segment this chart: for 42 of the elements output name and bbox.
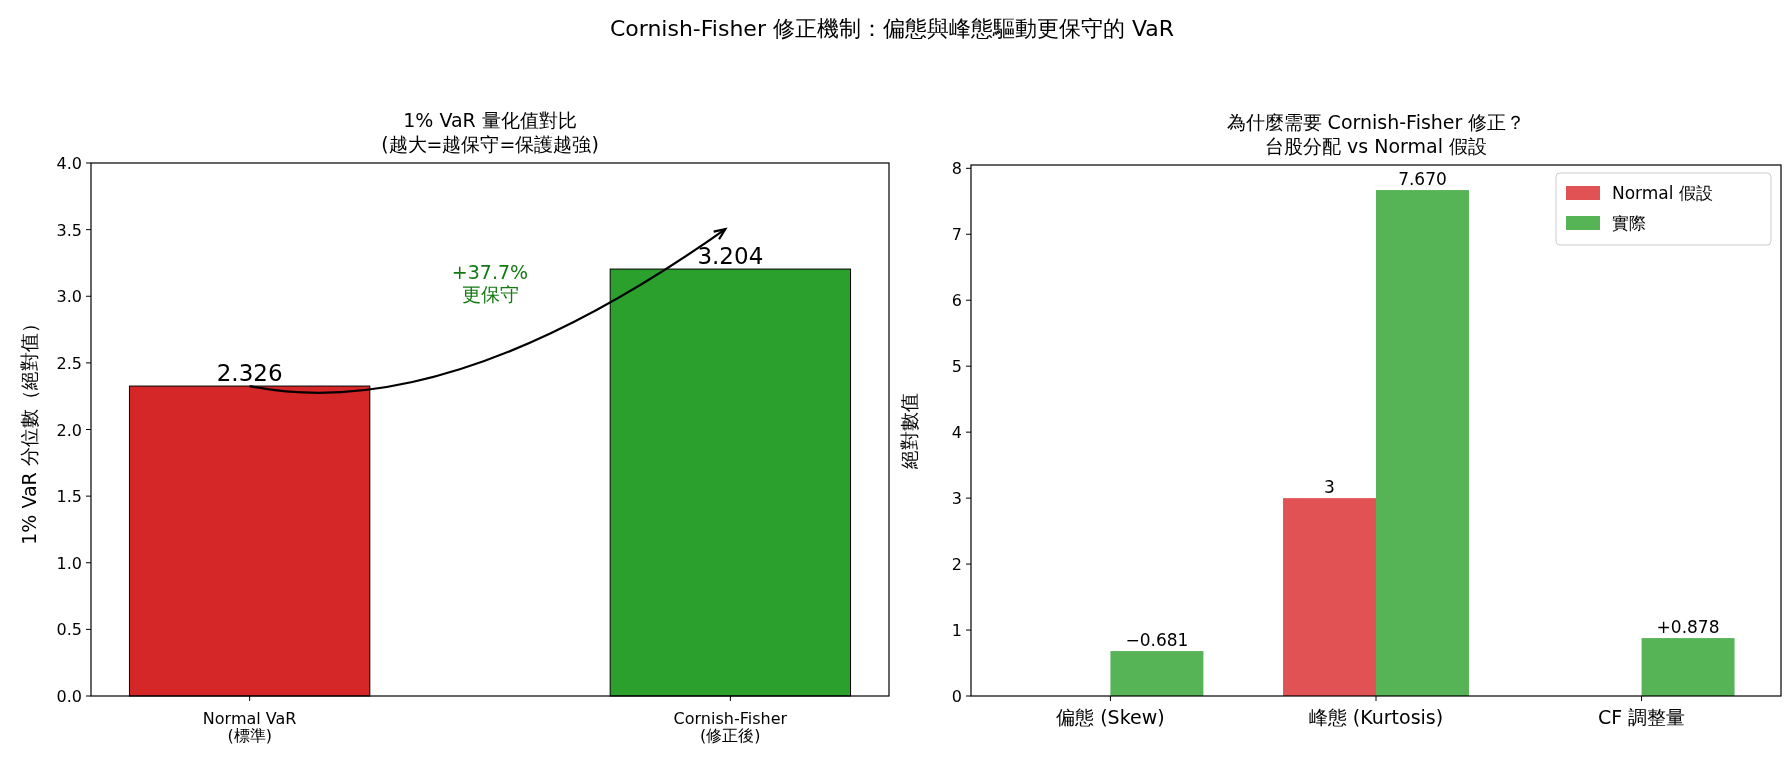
chart-title: 為什麼需要 Cornish-Fisher 修正？ (1226, 111, 1526, 133)
x-tick-label: Normal VaR (標準) (202, 709, 297, 745)
chart-title: 1% VaR 量化值對比 (403, 109, 577, 131)
y-tick-label: 4.0 (56, 154, 82, 173)
y-tick-label: 3.0 (56, 287, 82, 307)
y-tick-label: 2 (951, 555, 962, 575)
y-tick-label: 2.0 (56, 420, 82, 440)
data-label: 3 (1324, 477, 1335, 498)
annotation: −0.681 (1125, 630, 1189, 651)
y-tick-label: 3 (951, 489, 962, 509)
y-tick-label: 0.0 (56, 687, 82, 706)
x-tick-label: 峰態 (Kurtosis) (1308, 706, 1444, 728)
y-tick-label: 6 (951, 291, 962, 311)
legend-label: 實際 (1612, 213, 1646, 233)
y-tick-label: 1 (951, 621, 962, 641)
y-tick-label: 7 (951, 225, 962, 245)
x-tick-label: 偏態 (Skew) (1056, 706, 1165, 728)
bar (1110, 651, 1204, 696)
y-tick-label: 1.0 (56, 553, 82, 573)
x-tick-label: CF 調整量 (1597, 706, 1686, 728)
x-tick-label: Cornish-Fisher (修正後) (673, 709, 788, 745)
data-label: 3.204 (697, 243, 764, 270)
data-label: 7.670 (1398, 169, 1447, 190)
y-axis-title: 1% VaR 分位數（絕對值） (18, 314, 40, 545)
y-tick-label: 2.5 (56, 353, 82, 373)
chart-subtitle: (越大=越保守=保護越強) (381, 133, 599, 155)
chart-subtitle: 台股分配 vs Normal 假設 (1264, 135, 1488, 157)
data-label: +0.878 (1656, 617, 1720, 638)
y-axis-title: 絕對數值 (898, 392, 920, 470)
y-tick-label: 4 (951, 423, 962, 443)
legend-label: Normal 假設 (1612, 183, 1713, 203)
y-tick-label: 1.5 (56, 487, 82, 507)
bar (1641, 638, 1735, 696)
text: Cornish-Fisher 修正機制：偏態與峰態驅動更保守的 VaR (609, 16, 1175, 41)
data-label: 2.326 (216, 360, 283, 387)
y-tick-label: 0.5 (56, 620, 82, 640)
y-tick-label: 0 (951, 687, 962, 706)
y-tick-label: 5 (951, 357, 962, 377)
y-tick-label: 3.5 (56, 220, 82, 240)
annotation: +37.7% 更保守 (451, 260, 529, 305)
y-tick-label: 8 (951, 159, 962, 179)
bar (1376, 190, 1469, 696)
